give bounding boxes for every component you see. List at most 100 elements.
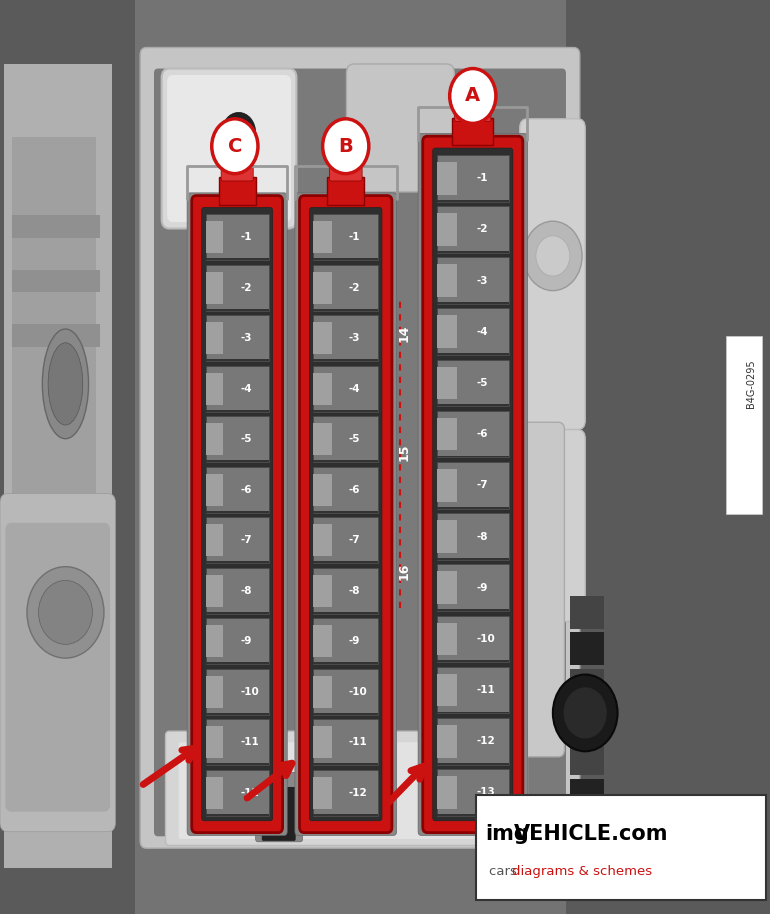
Text: -12: -12 xyxy=(349,788,368,798)
Bar xyxy=(313,719,378,765)
Bar xyxy=(206,625,223,657)
Bar xyxy=(437,770,509,816)
Bar xyxy=(437,622,457,655)
FancyBboxPatch shape xyxy=(295,193,397,835)
Bar xyxy=(566,0,770,914)
Bar xyxy=(313,675,332,707)
Bar xyxy=(0,0,135,914)
Bar xyxy=(313,265,378,311)
Bar xyxy=(437,367,457,399)
Bar xyxy=(313,417,378,462)
Text: -5: -5 xyxy=(477,378,488,388)
Bar xyxy=(437,520,457,553)
Bar xyxy=(437,674,457,707)
Bar xyxy=(313,575,332,607)
Text: -2: -2 xyxy=(349,282,360,292)
Text: -7: -7 xyxy=(477,481,488,490)
FancyBboxPatch shape xyxy=(262,787,296,841)
Bar xyxy=(313,713,378,715)
Bar xyxy=(437,776,457,809)
Bar xyxy=(476,795,766,900)
Text: -4: -4 xyxy=(240,384,252,394)
Bar xyxy=(206,814,269,816)
Bar xyxy=(206,517,269,563)
Text: -9: -9 xyxy=(240,636,252,646)
Bar xyxy=(313,259,378,260)
Bar xyxy=(437,155,509,202)
Text: -11: -11 xyxy=(240,738,259,748)
Bar xyxy=(206,271,223,303)
Bar xyxy=(437,506,509,508)
FancyBboxPatch shape xyxy=(454,101,491,122)
Text: 16: 16 xyxy=(398,562,410,580)
FancyBboxPatch shape xyxy=(433,148,513,821)
Bar xyxy=(313,315,378,361)
Bar xyxy=(313,366,378,411)
Circle shape xyxy=(222,112,256,153)
Bar xyxy=(437,571,457,604)
Text: -7: -7 xyxy=(240,536,252,546)
Bar xyxy=(206,525,223,557)
Text: -10: -10 xyxy=(477,634,495,643)
Text: -11: -11 xyxy=(477,686,495,695)
Bar xyxy=(313,814,378,816)
Text: -10: -10 xyxy=(349,686,368,696)
Text: -5: -5 xyxy=(349,434,360,444)
Text: -8: -8 xyxy=(477,532,488,541)
Bar xyxy=(313,423,332,455)
Text: -3: -3 xyxy=(349,334,360,344)
Bar xyxy=(206,473,223,505)
Bar xyxy=(12,270,100,292)
Bar xyxy=(4,64,112,868)
Text: -9: -9 xyxy=(477,583,487,592)
Bar xyxy=(206,417,269,462)
Bar xyxy=(570,669,604,702)
FancyBboxPatch shape xyxy=(166,731,527,845)
Bar xyxy=(437,315,457,348)
Bar xyxy=(313,323,332,355)
Circle shape xyxy=(212,119,258,174)
Ellipse shape xyxy=(48,343,83,425)
Text: -9: -9 xyxy=(349,636,360,646)
Bar xyxy=(437,264,457,297)
Bar xyxy=(313,215,378,260)
Text: A: A xyxy=(465,87,480,105)
Bar xyxy=(135,0,566,914)
Text: -2: -2 xyxy=(477,225,488,234)
Bar xyxy=(437,667,509,714)
Bar xyxy=(206,323,223,355)
Bar xyxy=(437,616,509,663)
Bar xyxy=(437,359,509,407)
FancyBboxPatch shape xyxy=(162,69,296,228)
Bar xyxy=(313,770,378,816)
FancyBboxPatch shape xyxy=(327,177,364,205)
Text: -11: -11 xyxy=(349,738,368,748)
Bar xyxy=(206,561,269,563)
Bar xyxy=(313,561,378,563)
FancyBboxPatch shape xyxy=(510,422,564,757)
Bar xyxy=(570,596,604,629)
Bar xyxy=(313,625,332,657)
Bar xyxy=(206,359,269,361)
Bar xyxy=(313,763,378,765)
Bar xyxy=(437,718,509,764)
Text: -3: -3 xyxy=(477,276,488,285)
Bar xyxy=(437,456,509,458)
Bar xyxy=(206,619,269,664)
FancyBboxPatch shape xyxy=(219,177,256,205)
Circle shape xyxy=(27,567,104,658)
Text: diagrams & schemes: diagrams & schemes xyxy=(512,866,652,878)
Bar xyxy=(437,258,509,304)
Text: -6: -6 xyxy=(349,484,360,494)
FancyBboxPatch shape xyxy=(140,48,580,848)
FancyBboxPatch shape xyxy=(330,161,362,181)
FancyBboxPatch shape xyxy=(346,64,454,192)
Circle shape xyxy=(323,119,369,174)
Circle shape xyxy=(553,675,618,751)
Circle shape xyxy=(38,580,92,644)
Text: -1: -1 xyxy=(240,232,252,242)
Bar xyxy=(437,469,457,502)
FancyBboxPatch shape xyxy=(5,523,110,812)
FancyBboxPatch shape xyxy=(154,69,566,836)
Bar xyxy=(313,619,378,664)
